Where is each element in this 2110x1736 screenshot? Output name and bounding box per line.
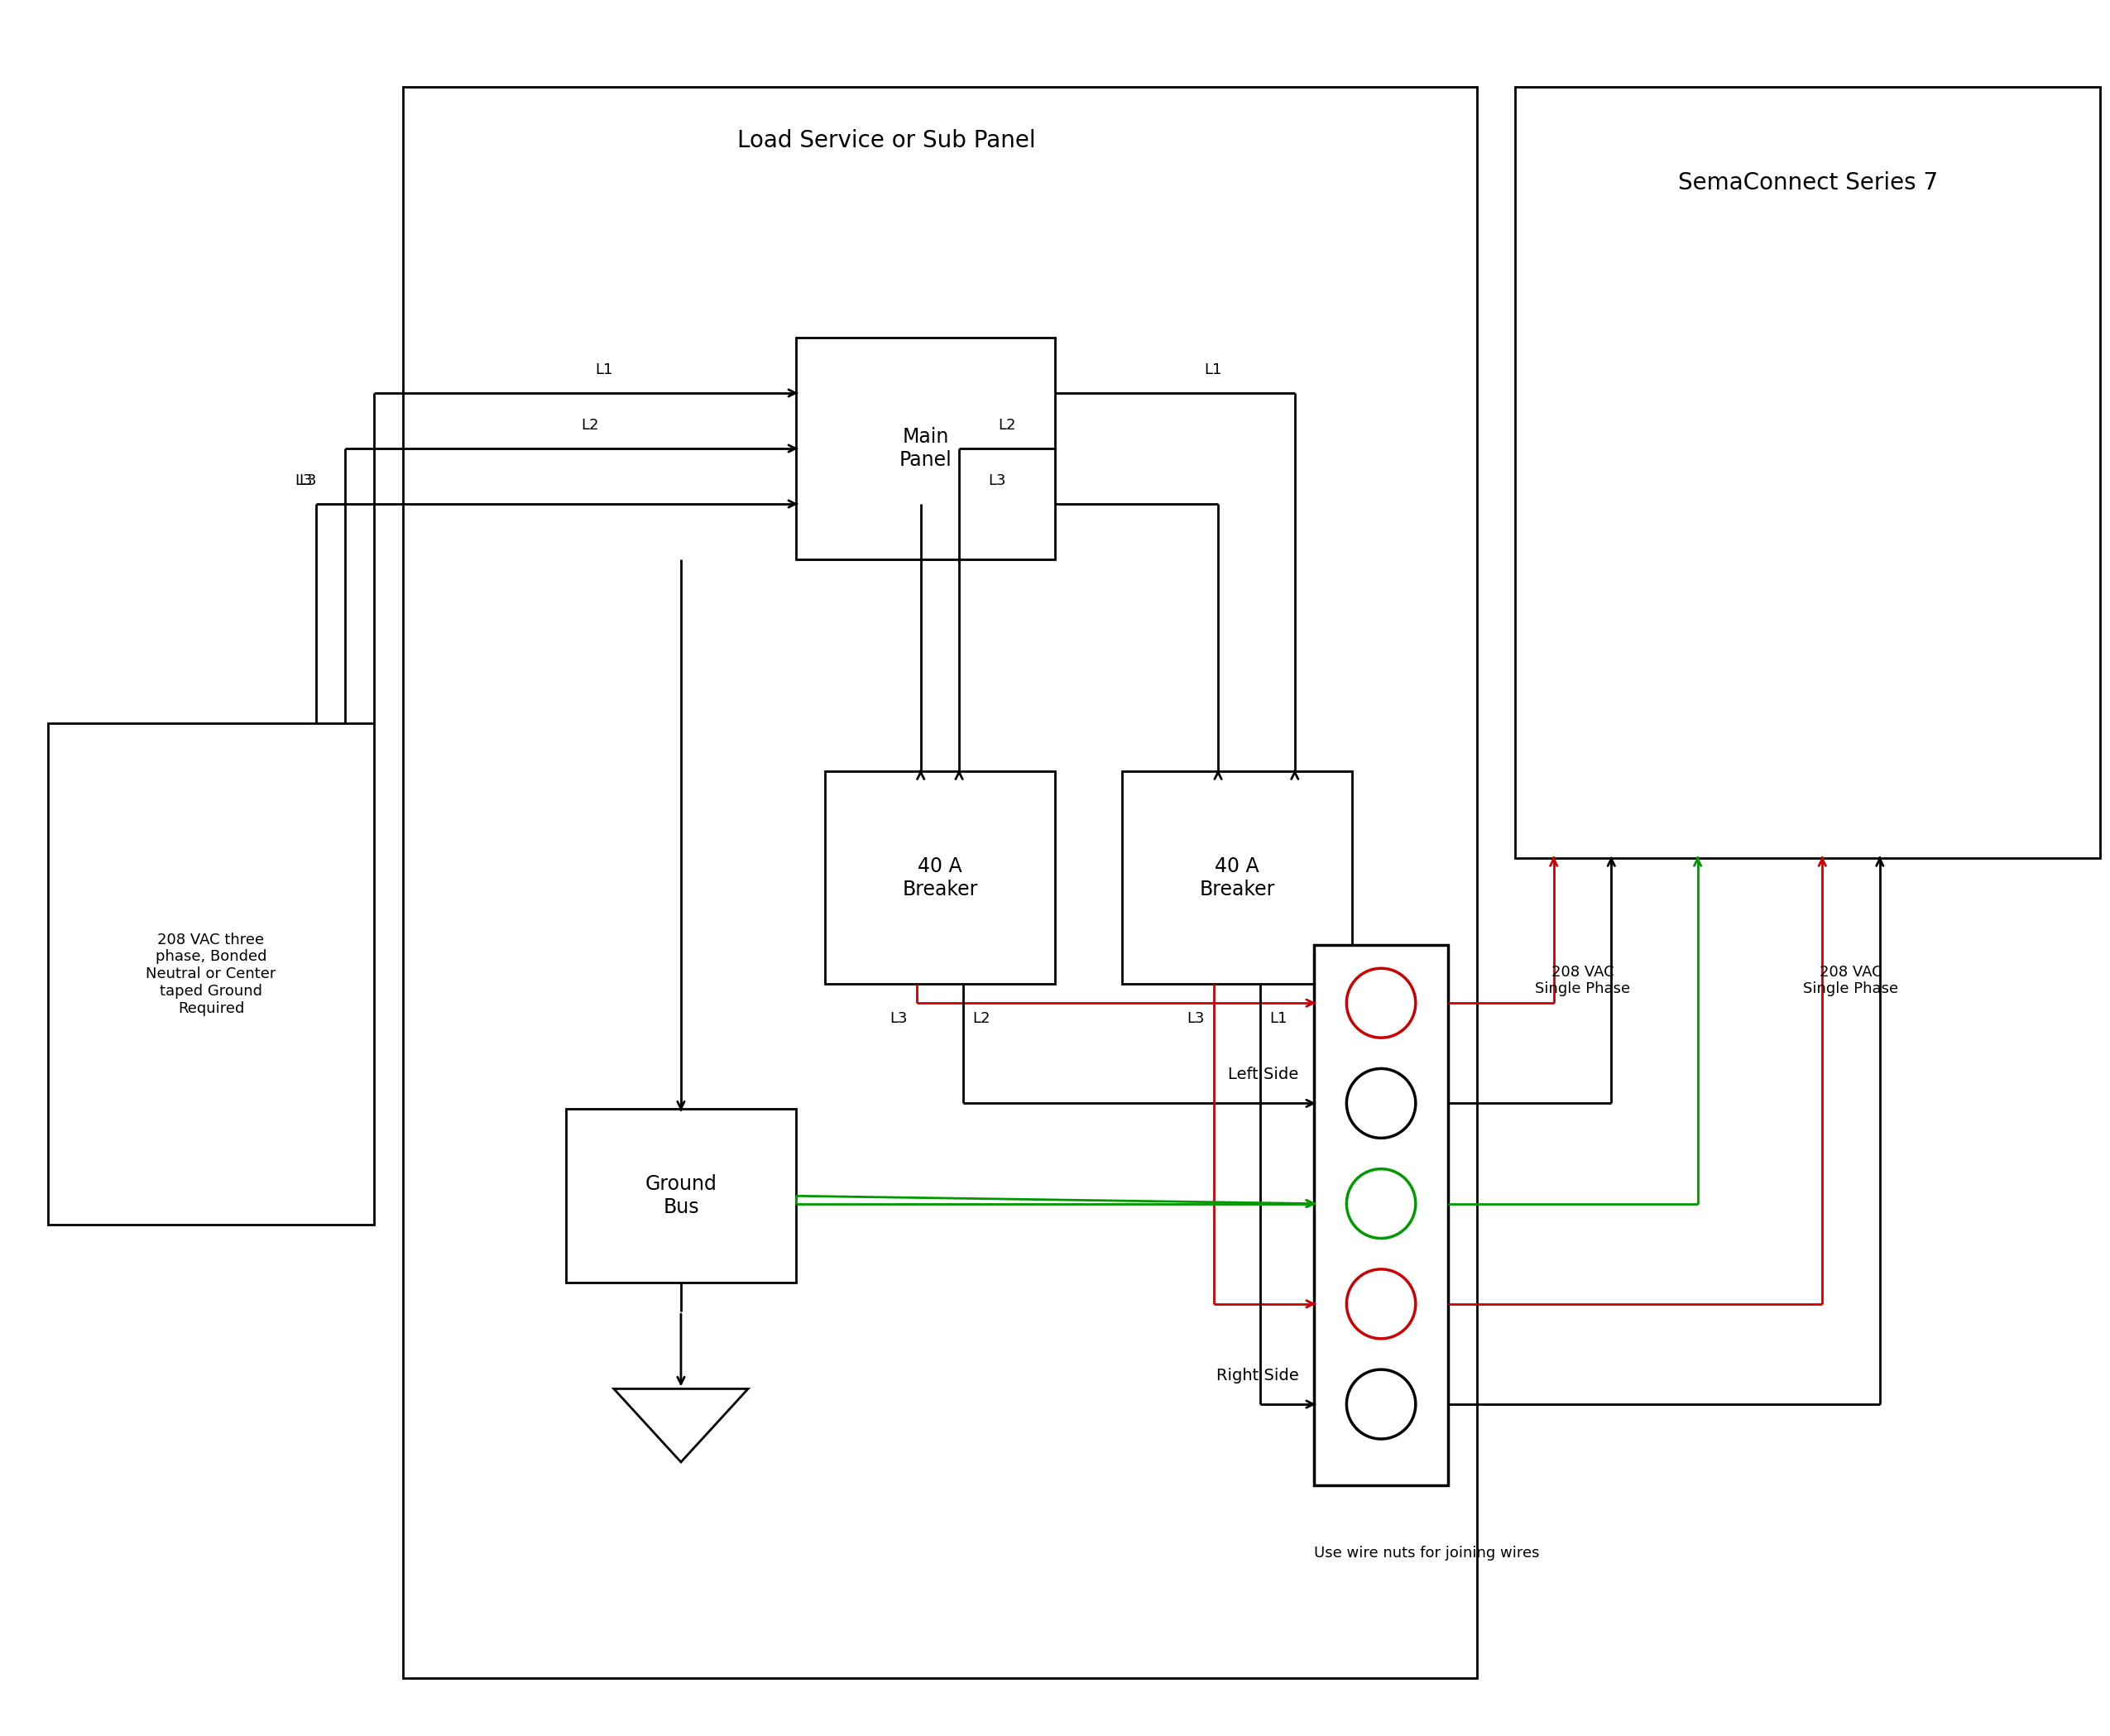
Text: L3: L3 [990,474,1006,488]
Text: 40 A
Breaker: 40 A Breaker [903,856,977,899]
Text: Use wire nuts for joining wires: Use wire nuts for joining wires [1315,1545,1540,1561]
Bar [825,771,1055,984]
Text: SemaConnect Series 7: SemaConnect Series 7 [1677,172,1937,194]
Text: L1: L1 [1205,363,1222,378]
Text: L2: L2 [998,418,1015,432]
Text: 40 A
Breaker: 40 A Breaker [1198,856,1274,899]
Text: L1: L1 [595,363,614,378]
Text: L2: L2 [973,1010,990,1026]
Text: L3: L3 [1186,1010,1205,1026]
Text: Right Side: Right Side [1215,1368,1298,1384]
Text: L2: L2 [580,418,599,432]
Text: Main
Panel: Main Panel [899,427,952,470]
Text: Left Side: Left Side [1228,1066,1298,1082]
Text: 208 VAC
Single Phase: 208 VAC Single Phase [1804,965,1899,996]
Bar [1123,771,1353,984]
Text: L3: L3 [890,1010,907,1026]
Text: 208 VAC three
phase, Bonded
Neutral or Center
taped Ground
Required: 208 VAC three phase, Bonded Neutral or C… [146,932,276,1016]
Bar [565,1109,795,1283]
Bar [795,337,1055,559]
Bar [49,724,373,1226]
Bar [403,87,1477,1679]
Bar [1515,87,2099,858]
Text: L3: L3 [300,474,316,488]
Bar [1315,944,1447,1486]
Text: L3: L3 [295,474,312,488]
Text: Ground
Bus: Ground Bus [646,1175,717,1217]
Text: Load Service or Sub Panel: Load Service or Sub Panel [736,128,1036,153]
Text: L1: L1 [1270,1010,1287,1026]
Text: 208 VAC
Single Phase: 208 VAC Single Phase [1534,965,1631,996]
